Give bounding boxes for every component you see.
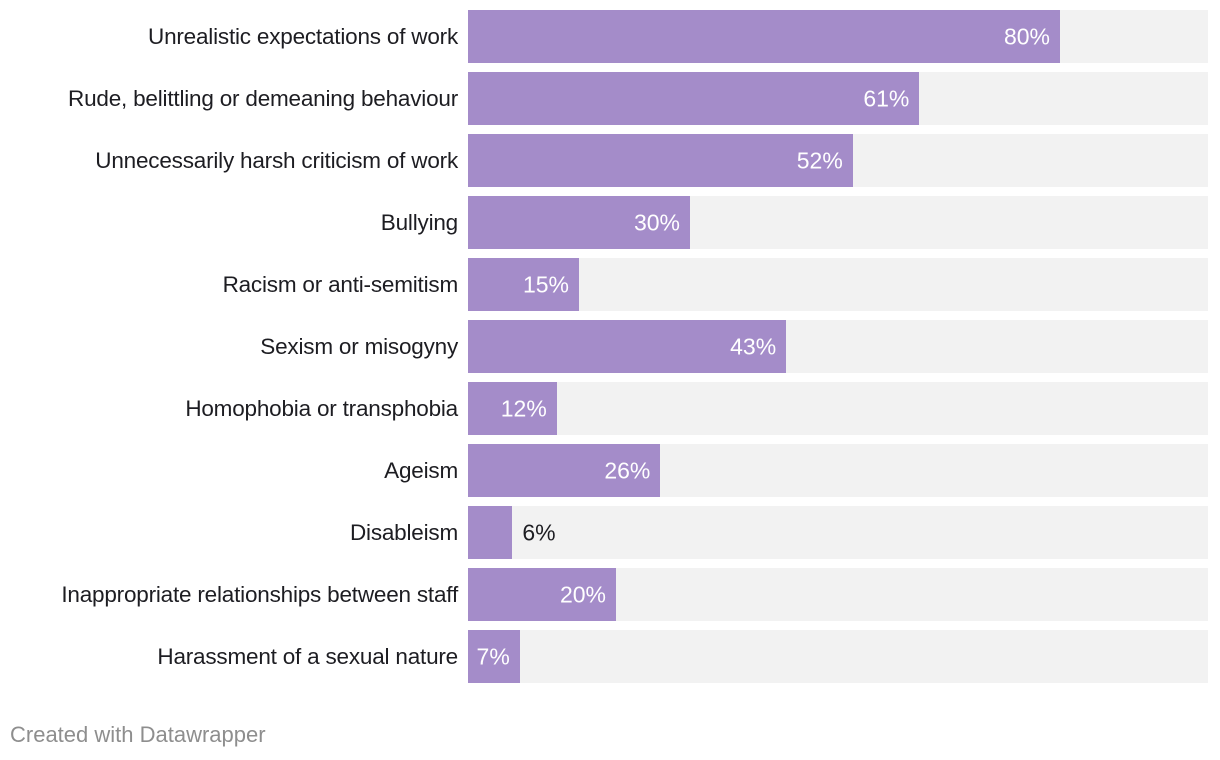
- bar-track: 15%: [468, 258, 1208, 311]
- datawrapper-credit-link[interactable]: Created with Datawrapper: [10, 722, 266, 747]
- bar: [468, 444, 661, 497]
- bar-row: Rude, belittling or demeaning behaviour 6…: [0, 72, 1220, 125]
- category-label: Harassment of a sexual nature: [157, 644, 458, 669]
- value-label: 7%: [476, 643, 510, 669]
- bar-row: Inappropriate relationships between staf…: [0, 568, 1220, 621]
- bar-row: Unrealistic expectations of work 80%: [0, 10, 1220, 63]
- value-label: 52%: [796, 147, 843, 173]
- value-label: 61%: [863, 85, 910, 111]
- category-label: Inappropriate relationships between staf…: [61, 582, 458, 607]
- value-label: 26%: [604, 457, 651, 483]
- category-label: Racism or anti-semitism: [222, 272, 459, 297]
- value-label: 43%: [730, 333, 777, 359]
- value-label: 20%: [559, 581, 606, 607]
- category-label: Ageism: [384, 458, 458, 483]
- bar-track: 26%: [468, 444, 1208, 497]
- bar-row: Ageism 26%: [0, 444, 1220, 497]
- value-label: 15%: [522, 271, 569, 297]
- bar: [468, 10, 1060, 63]
- bar-row: Unnecessarily harsh criticism of work 52%: [0, 134, 1220, 187]
- bar: [468, 506, 513, 559]
- value-label: 6%: [522, 519, 556, 545]
- value-label: 12%: [500, 395, 547, 421]
- bar: [468, 320, 787, 373]
- bar-track: 30%: [468, 196, 1208, 249]
- category-label: Disableism: [349, 520, 458, 545]
- bar-chart: Unrealistic expectations of work 80% Rude,…: [0, 10, 1220, 683]
- bar-rows: Unrealistic expectations of work 80% Rude,…: [0, 10, 1220, 683]
- bar-track: 12%: [468, 382, 1208, 435]
- bar-row: Sexism or misogyny 43%: [0, 320, 1220, 373]
- bar-track: 7%: [468, 630, 1208, 683]
- category-label: Unnecessarily harsh criticism of work: [95, 148, 458, 173]
- bar-row: Bullying 30%: [0, 196, 1220, 249]
- bar-track: 43%: [468, 320, 1208, 373]
- bar-track: 52%: [468, 134, 1208, 187]
- bar: [468, 134, 853, 187]
- bar: [468, 196, 690, 249]
- bar: [468, 72, 920, 125]
- category-label: Rude, belittling or demeaning behaviour: [68, 86, 458, 111]
- value-label: 30%: [633, 209, 680, 235]
- value-label: 80%: [1003, 23, 1050, 49]
- category-label: Homophobia or transphobia: [185, 396, 458, 421]
- bar: [468, 568, 616, 621]
- bar-row: Harassment of a sexual nature 7%: [0, 630, 1220, 683]
- bar-track: 61%: [468, 72, 1208, 125]
- bar: [468, 382, 557, 435]
- bar: [468, 630, 520, 683]
- bar-track: 6%: [468, 506, 1208, 559]
- category-label: Unrealistic expectations of work: [148, 24, 458, 49]
- bar-track: 80%: [468, 10, 1208, 63]
- bar-track: 20%: [468, 568, 1208, 621]
- category-label: Sexism or misogyny: [260, 334, 458, 359]
- category-label: Bullying: [380, 210, 458, 235]
- bar-row: Racism or anti-semitism 15%: [0, 258, 1220, 311]
- bar-row: Homophobia or transphobia 12%: [0, 382, 1220, 435]
- bar: [468, 258, 579, 311]
- bar-row: Disableism 6%: [0, 506, 1220, 559]
